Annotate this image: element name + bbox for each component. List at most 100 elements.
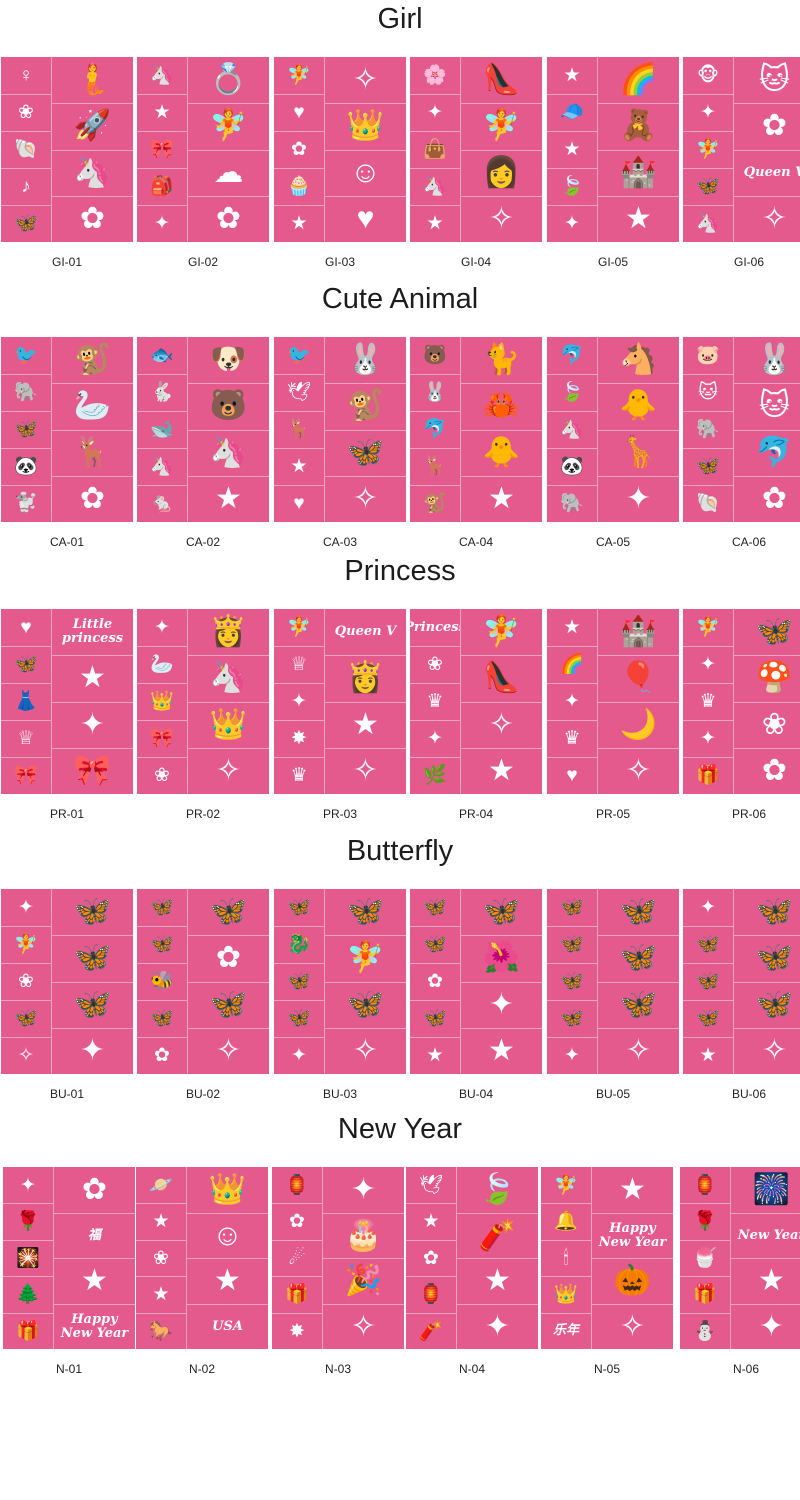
card-divider [597, 889, 598, 1074]
stencil-card[interactable]: ★ 🌈 ✦ ♛ ♥ 🏰 🎈 🌙 ✧ [547, 609, 679, 794]
stencil-card[interactable]: Princess ❀ ♛ ✦ 🌿 🧚 👠 ✧ ★ [410, 609, 542, 794]
card-divider [54, 1213, 135, 1214]
stencil-card[interactable]: 🐟 🐇 🐋 🦄 🐁 🐶 🐻 🦄 ★ [137, 337, 269, 522]
stencil-icon: ★ [290, 213, 308, 234]
stencil-code-label: BU-02 [185, 1087, 220, 1101]
card-divider [598, 103, 679, 104]
stencil-card[interactable]: 🐻 🐰 🐬 🦌 🐒 🐈 🦀 🐥 ★ [410, 337, 542, 522]
card-divider [683, 168, 733, 169]
stencil-card[interactable]: 🦋 🐉 🦋 🦋 ✦ 🦋 🧚 🦋 ✧ [274, 889, 406, 1074]
stencil-icon: 🦋 [209, 988, 248, 1021]
stencil-card[interactable]: 🐷 🐱 🐘 🦋 🐚 🐰 🐱 🐬 ✿ [683, 337, 800, 522]
stencil-icon: 🦋 [560, 971, 584, 992]
card-divider [547, 963, 597, 964]
card-divider [325, 383, 406, 384]
stencil-icon: 🐒 [423, 493, 447, 514]
stencil-icon: 💍 [209, 63, 248, 96]
stencil-card[interactable]: 🐵 ✦ 🧚 🦋 🦄 🐱 ✿ Queen V ✧ [683, 57, 800, 242]
card-divider [51, 337, 52, 522]
stencil-icon: 🧚 [482, 615, 521, 648]
card-divider [325, 702, 406, 703]
stencil-icon: 👜 [423, 139, 447, 160]
stencil-card[interactable]: 🧚 🔔 🕯 👑 乐年 ★ Happy New Year 🎃 ✧ [541, 1167, 673, 1349]
card-divider [274, 963, 324, 964]
section-title: Butterfly [346, 835, 454, 867]
card-divider [325, 150, 406, 151]
stencil-icon: 🦀 [482, 389, 521, 422]
card-divider [1, 683, 51, 684]
stencil-icon: ❀ [427, 654, 443, 675]
stencil-card[interactable]: ✦ 🦢 👑 🎀 ❀ 👸 🦄 👑 ✧ [137, 609, 269, 794]
stencil-icon: 🦋 [755, 941, 794, 974]
stencil-code-label: GI-05 [597, 255, 628, 269]
card-divider [51, 609, 52, 794]
stencil-icon: ❀ [154, 765, 170, 786]
stencil-card[interactable]: 🧚 ♕ ✦ ✸ ♛ Queen V 👸 ★ ✧ [274, 609, 406, 794]
card-divider [541, 1313, 591, 1314]
stencil-card[interactable]: ♥ 🦋 👗 ♕ 🎀 Little princess ★ ✦ 🎀 [1, 609, 133, 794]
stencil-card[interactable]: 🧚 ✦ ♛ ✦ 🎁 🦋 🍄 ❀ ✿ [683, 609, 800, 794]
stencil-card[interactable]: 🦋 🦋 🐝 🦋 ✿ 🦋 ✿ 🦋 ✧ [137, 889, 269, 1074]
stencil-card[interactable]: 🏮 🌹 🍧 🎁 ⛄ 🎆 New Year ★ ✦ [680, 1167, 800, 1349]
stencil-icon: 🎀 [150, 728, 174, 749]
stencil-card[interactable]: 🧚 ♥ ✿ 🧁 ★ ✧ 👑 ☺ ♥ [274, 57, 406, 242]
stencil-icon: 🎂 [344, 1219, 383, 1252]
stencil-card[interactable]: 🐬 🍃 🦄 🐼 🐘 🐴 🐥 🦒 ✦ [547, 337, 679, 522]
stencil-card[interactable]: 🕊 ★ ✿ 🏮 🧨 🍃 🧨 ★ ✦ [406, 1167, 538, 1349]
stencil-card[interactable]: ✦ 🌹 🎇 🌲 🎁 ✿ 福 ★ Happy New Year [3, 1167, 135, 1349]
stencil-icon: 🦋 [423, 897, 447, 918]
stencil-code-label: CA-01 [49, 535, 84, 549]
card-divider [683, 485, 733, 486]
stencil-icon: ♕ [290, 654, 308, 675]
stencil-card[interactable]: ★ 🧢 ★ 🍃 ✦ 🌈 🧸 🏰 ★ [547, 57, 679, 242]
card-divider [137, 168, 187, 169]
stencil-icon: ★ [81, 1264, 108, 1297]
stencil-card[interactable]: ✦ 🧚 ❀ 🦋 ✧ 🦋 🦋 🦋 ✦ [1, 889, 133, 1074]
card-divider [541, 1276, 591, 1277]
stencil-card[interactable]: 🐦 🐘 🦋 🐼 🐩 🐒 🦢 🦌 ✿ [1, 337, 133, 522]
stencil-code-label: N-02 [188, 1362, 215, 1376]
card-divider [457, 1304, 538, 1305]
stencil-card[interactable]: 🏮 ✿ ☄ 🎁 ✸ ✦ 🎂 🎉 ✧ [272, 1167, 404, 1349]
stencil-icon: 🦋 [150, 1008, 174, 1029]
stencil-icon: 🎁 [696, 765, 720, 786]
card-divider [734, 982, 800, 983]
stencil-code-label: GI-06 [733, 255, 764, 269]
card-divider [410, 926, 460, 927]
stencil-icon: 🕯 [563, 1247, 569, 1269]
stencil-icon: 🌹 [693, 1210, 717, 1232]
card-divider [598, 150, 679, 151]
stencil-icon: 🐈 [482, 343, 521, 376]
card-divider [410, 374, 460, 375]
card-divider [274, 720, 324, 721]
stencil-icon: ✧ [352, 1034, 379, 1067]
stencil-card[interactable]: 🪐 ★ ❀ ★ 🐎 👑 ☺ ★ USA [136, 1167, 268, 1349]
stencil-icon: ✿ [289, 1210, 305, 1232]
stencil-card[interactable]: ♀ ❀ 🐚 ♪ 🦋 🧜 🚀 🦄 ✿ [1, 57, 133, 242]
stencil-card[interactable]: 🦋 🦋 ✿ 🦋 ★ 🦋 🌺 ✦ ★ [410, 889, 542, 1074]
stencil-icon: 🏮 [693, 1174, 717, 1196]
card-divider [598, 476, 679, 477]
stencil-icon: 🧚 [287, 617, 311, 638]
stencil-icon: 🧸 [619, 109, 658, 142]
stencil-icon: 👠 [482, 661, 521, 694]
stencil-icon: 🐎 [149, 1320, 173, 1342]
card-divider [541, 1203, 591, 1204]
stencil-icon: ✧ [488, 708, 515, 741]
stencil-card[interactable]: 🦋 🦋 🦋 🦋 ✦ 🦋 🦋 🦋 ✧ [547, 889, 679, 1074]
stencil-card[interactable]: 🐦 🕊 🦌 ★ ♥ 🐰 🐒 🦋 ✧ [274, 337, 406, 522]
stencil-icon: ✿ [761, 482, 788, 515]
stencil-icon: 🪐 [149, 1174, 173, 1196]
stencil-card[interactable]: 🌸 ✦ 👜 🦄 ★ 👠 🧚 👩 ✧ [410, 57, 542, 242]
stencil-code-label: BU-04 [458, 1087, 493, 1101]
stencil-card[interactable]: 🦄 ★ 🎀 🎒 ✦ 💍 🧚 ☁ ✿ [137, 57, 269, 242]
stencil-icon: ★ [625, 202, 652, 235]
stencil-icon: ✦ [700, 654, 716, 675]
stencil-icon: 🦄 [560, 419, 584, 440]
stencil-icon: ♛ [290, 765, 308, 786]
stencil-icon: ✿ [423, 1247, 439, 1269]
stencil-icon: 🦋 [560, 897, 584, 918]
card-divider [137, 448, 187, 449]
stencil-icon: ♥ [356, 202, 375, 235]
stencil-card[interactable]: ✦ 🦋 🦋 🦋 ★ 🦋 🦋 🦋 ✧ [683, 889, 800, 1074]
